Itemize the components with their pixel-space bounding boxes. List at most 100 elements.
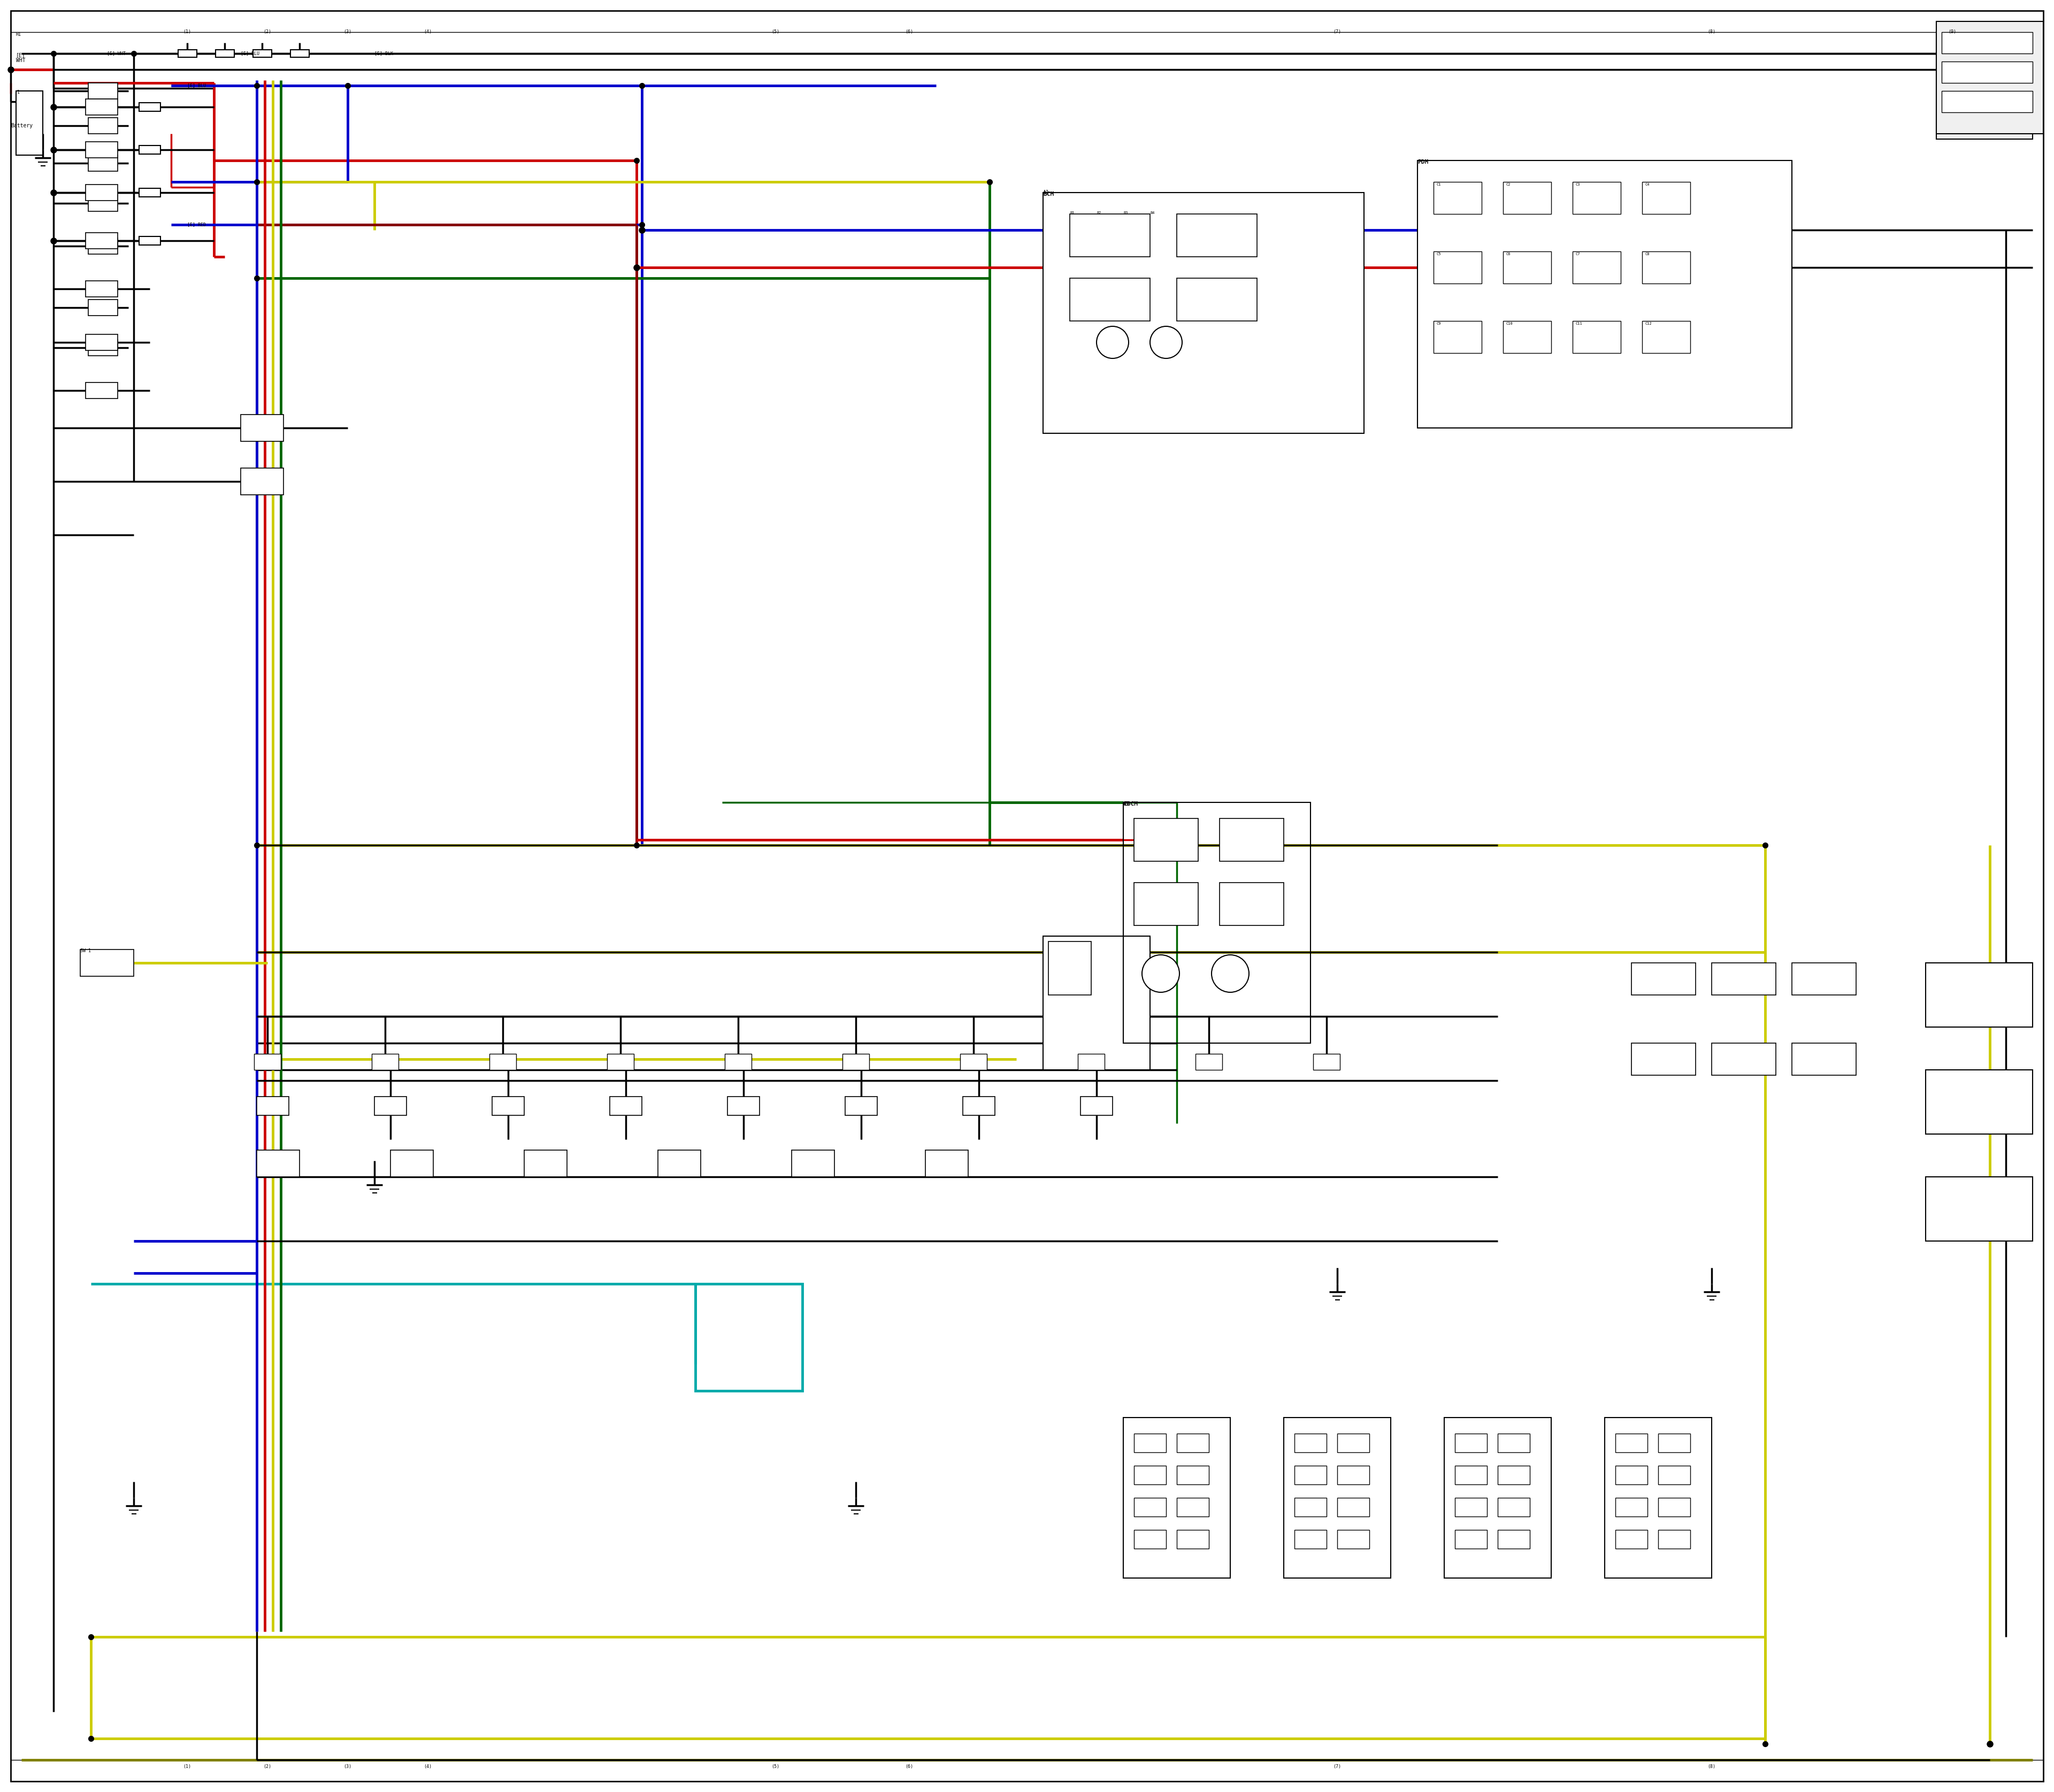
Text: C12: C12	[1645, 323, 1651, 324]
Bar	[1927, 1070, 2033, 1134]
Bar	[88, 195, 117, 211]
Bar	[959, 1054, 986, 1070]
Bar	[1641, 251, 1690, 283]
Bar	[1454, 1498, 1487, 1516]
Bar	[257, 1150, 300, 1177]
Text: BCM: BCM	[1043, 192, 1054, 197]
Bar	[1927, 962, 2033, 1027]
Bar	[1337, 1434, 1370, 1452]
Bar	[88, 118, 117, 134]
Text: C7: C7	[1575, 253, 1580, 256]
Text: (8): (8)	[1707, 29, 1715, 34]
Bar	[140, 145, 160, 154]
Bar	[1711, 962, 1777, 995]
Bar	[1294, 1498, 1327, 1516]
Text: PDM: PDM	[1417, 159, 1428, 165]
Bar	[86, 99, 117, 115]
Bar	[1614, 1498, 1647, 1516]
Text: [E]: [E]	[16, 52, 25, 57]
Bar	[257, 1097, 290, 1115]
Text: (6): (6)	[906, 29, 914, 34]
Bar	[86, 382, 117, 398]
Bar	[1177, 1530, 1210, 1548]
Bar	[1497, 1434, 1530, 1452]
Text: SW 1: SW 1	[80, 948, 90, 953]
Bar	[1070, 278, 1150, 321]
Text: (5): (5)	[772, 1763, 781, 1769]
Bar	[1941, 61, 2033, 82]
Bar	[1631, 962, 1697, 995]
Bar	[1941, 32, 2033, 54]
Bar	[1337, 1466, 1370, 1484]
Bar	[1937, 32, 2033, 140]
Bar	[1220, 819, 1284, 862]
Bar	[1658, 1498, 1690, 1516]
Text: F5A-R: F5A-R	[1939, 30, 1953, 36]
Bar	[88, 299, 117, 315]
Text: (4): (4)	[423, 29, 431, 34]
Bar	[1504, 251, 1551, 283]
Bar	[1177, 1466, 1210, 1484]
Bar	[1497, 1466, 1530, 1484]
Bar	[1134, 883, 1197, 925]
Bar	[1177, 1498, 1210, 1516]
Bar	[255, 1054, 281, 1070]
Bar	[1294, 1530, 1327, 1548]
Bar	[1220, 883, 1284, 925]
Bar	[1641, 181, 1690, 213]
Bar	[524, 1150, 567, 1177]
Text: (8): (8)	[1707, 1763, 1715, 1769]
Text: (7): (7)	[1333, 29, 1341, 34]
Bar	[1434, 251, 1481, 283]
Bar	[1711, 1043, 1777, 1075]
Text: B4: B4	[1150, 211, 1154, 215]
Bar	[1134, 1530, 1167, 1548]
Text: [E] BLU: [E] BLU	[240, 50, 259, 56]
Bar	[1124, 803, 1310, 1043]
Bar	[1658, 1434, 1690, 1452]
Bar	[727, 1097, 760, 1115]
Bar	[1134, 1466, 1167, 1484]
Bar	[844, 1097, 877, 1115]
Bar	[88, 340, 117, 357]
Bar	[1124, 1417, 1230, 1579]
Bar	[1337, 1498, 1370, 1516]
Bar	[1294, 1466, 1327, 1484]
Bar	[1497, 1530, 1530, 1548]
Bar	[1614, 1466, 1647, 1484]
Bar	[240, 468, 283, 495]
Text: H1: H1	[16, 32, 21, 38]
Text: C1: C1	[1436, 183, 1440, 186]
Bar	[253, 50, 271, 57]
Bar	[140, 188, 160, 197]
Bar	[16, 91, 43, 156]
Bar	[140, 102, 160, 111]
Text: Battery: Battery	[10, 124, 33, 129]
Bar	[926, 1150, 967, 1177]
Bar	[1454, 1530, 1487, 1548]
Bar	[372, 1054, 398, 1070]
Text: C8: C8	[1645, 253, 1649, 256]
Bar	[374, 1097, 407, 1115]
Text: B2: B2	[1097, 211, 1101, 215]
Bar	[1573, 251, 1621, 283]
Text: (5): (5)	[772, 29, 781, 34]
Bar	[88, 238, 117, 254]
Bar	[1080, 1097, 1113, 1115]
Text: C9: C9	[1436, 323, 1440, 324]
Text: (6): (6)	[906, 1763, 914, 1769]
Text: (9): (9)	[1949, 29, 1955, 34]
Bar	[1078, 1054, 1105, 1070]
Bar	[1444, 1417, 1551, 1579]
Bar	[1641, 321, 1690, 353]
Text: (4): (4)	[423, 1763, 431, 1769]
Bar	[1434, 181, 1481, 213]
Circle shape	[1097, 326, 1128, 358]
Bar	[140, 237, 160, 246]
Text: A3: A3	[1124, 801, 1130, 806]
Bar	[963, 1097, 994, 1115]
Bar	[1177, 213, 1257, 256]
Text: C5: C5	[1436, 253, 1440, 256]
Bar	[1134, 1498, 1167, 1516]
Bar	[1604, 1417, 1711, 1579]
